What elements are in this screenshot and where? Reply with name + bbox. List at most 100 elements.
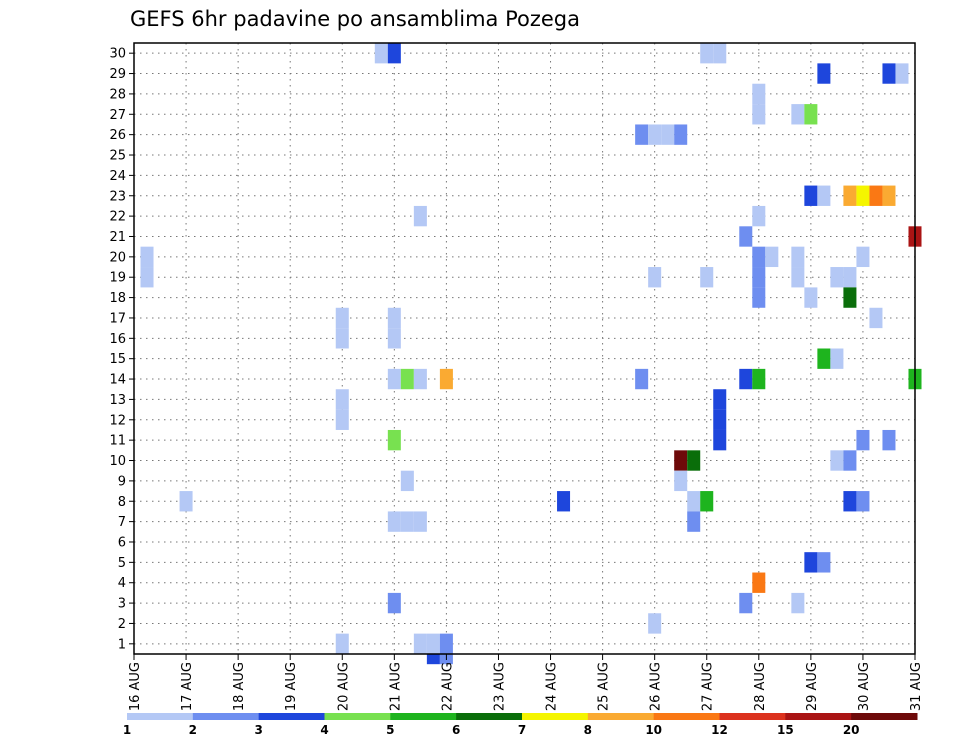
y-tick-label: 5 xyxy=(118,556,126,571)
grid-layer xyxy=(134,43,915,654)
heatmap-cell xyxy=(752,267,766,288)
heatmap-cell xyxy=(387,511,401,532)
y-tick-label: 29 xyxy=(109,67,126,82)
heatmap-cell xyxy=(843,185,857,206)
y-tick-label: 19 xyxy=(109,271,126,286)
heatmap-cell xyxy=(413,511,427,532)
heatmap-cell xyxy=(700,491,714,512)
heatmap-cell xyxy=(387,592,401,614)
heatmap-cell xyxy=(882,185,896,206)
heatmap-cell xyxy=(791,592,805,614)
y-tick-label: 8 xyxy=(118,495,126,510)
heatmap-cell xyxy=(335,389,349,410)
cells-layer xyxy=(140,43,922,665)
heatmap-cell xyxy=(179,491,193,512)
heatmap-cell xyxy=(739,226,753,247)
y-tick-label: 24 xyxy=(109,169,126,184)
heatmap-cell xyxy=(830,450,844,471)
colorbar-swatch xyxy=(324,713,391,720)
heatmap-cell xyxy=(674,450,688,471)
heatmap-cell xyxy=(400,368,414,390)
y-tick-label: 26 xyxy=(109,128,126,143)
heatmap-cell xyxy=(674,124,688,145)
heatmap-cell xyxy=(648,124,662,145)
heatmap-cell xyxy=(856,429,870,451)
y-tick-label: 6 xyxy=(118,535,126,550)
heatmap-cell xyxy=(700,267,714,288)
heatmap-cell xyxy=(687,450,701,471)
heatmap-cell xyxy=(804,185,818,206)
heatmap-cell xyxy=(700,43,714,64)
y-tick-label: 1 xyxy=(118,637,126,652)
colorbar-label: 20 xyxy=(843,723,860,737)
x-tick-label: 24 AUG xyxy=(545,662,560,711)
colorbar-swatch xyxy=(456,713,523,720)
colorbar-label: 15 xyxy=(777,723,794,737)
heatmap-cell xyxy=(856,491,870,512)
x-tick-label: 28 AUG xyxy=(753,662,768,711)
heatmap-cell xyxy=(374,43,388,64)
heatmap-cell xyxy=(830,267,844,288)
heatmap-cell xyxy=(752,246,766,268)
heatmap-cell xyxy=(713,429,727,451)
heatmap-cell xyxy=(439,633,453,654)
colorbar-label: 6 xyxy=(452,723,460,737)
heatmap-cell xyxy=(674,470,688,492)
heatmap-cell xyxy=(804,104,818,125)
heatmap-cell xyxy=(856,246,870,268)
heatmap-cell xyxy=(804,287,818,308)
heatmap-cell xyxy=(843,267,857,288)
colorbar-label: 3 xyxy=(254,723,262,737)
heatmap-cell xyxy=(400,470,414,492)
heatmap-cell xyxy=(413,368,427,390)
heatmap-cell xyxy=(335,307,349,329)
heatmap-cell xyxy=(830,348,844,369)
heatmap-cell xyxy=(752,83,766,105)
colorbar-swatch xyxy=(390,713,457,720)
y-tick-label: 28 xyxy=(109,87,126,102)
heatmap-cell xyxy=(687,491,701,512)
heatmap-cell xyxy=(817,185,831,206)
x-tick-label: 31 AUG xyxy=(909,662,924,711)
heatmap-cell xyxy=(635,368,649,390)
colorbar-swatch xyxy=(258,713,325,720)
heatmap-cell xyxy=(648,613,662,634)
heatmap-cell xyxy=(882,63,896,84)
y-tick-label: 4 xyxy=(118,576,126,591)
colorbar-swatch xyxy=(522,713,589,720)
y-tick-label: 7 xyxy=(118,515,126,530)
heatmap-cell xyxy=(752,104,766,125)
colorbar-swatch xyxy=(851,713,918,720)
heatmap-cell xyxy=(335,409,349,430)
x-tick-label: 19 AUG xyxy=(284,662,299,711)
y-tick-label: 11 xyxy=(109,434,126,449)
y-tick-label: 21 xyxy=(109,230,126,245)
y-tick-label: 14 xyxy=(109,373,126,388)
heatmap-cell xyxy=(791,246,805,268)
y-axis: 1234567891011121314151617181920212223242… xyxy=(109,47,134,652)
heatmap-cell xyxy=(439,368,453,390)
heatmap-cell xyxy=(400,511,414,532)
x-tick-label: 30 AUG xyxy=(857,662,872,711)
heatmap-cell xyxy=(661,124,675,145)
heatmap-cell xyxy=(739,592,753,614)
colorbar-swatch xyxy=(785,713,852,720)
colorbar-swatch xyxy=(587,713,655,720)
y-tick-label: 25 xyxy=(109,149,126,164)
heatmap-cell xyxy=(869,307,883,329)
heatmap-cell xyxy=(817,348,831,369)
y-tick-label: 15 xyxy=(109,352,126,367)
y-tick-label: 17 xyxy=(109,311,126,326)
x-tick-label: 18 AUG xyxy=(232,662,247,711)
colorbar-label: 5 xyxy=(386,723,394,737)
heatmap-cell xyxy=(856,185,870,206)
heatmap-cell xyxy=(739,368,753,390)
y-tick-label: 12 xyxy=(109,413,126,428)
heatmap-cell xyxy=(635,124,649,145)
heatmap-cell xyxy=(387,368,401,390)
colorbar-label: 7 xyxy=(518,723,526,737)
heatmap-cell xyxy=(140,246,154,268)
x-tick-label: 27 AUG xyxy=(701,662,716,711)
colorbar-swatch xyxy=(653,713,720,720)
colorbar-label: 10 xyxy=(645,723,662,737)
